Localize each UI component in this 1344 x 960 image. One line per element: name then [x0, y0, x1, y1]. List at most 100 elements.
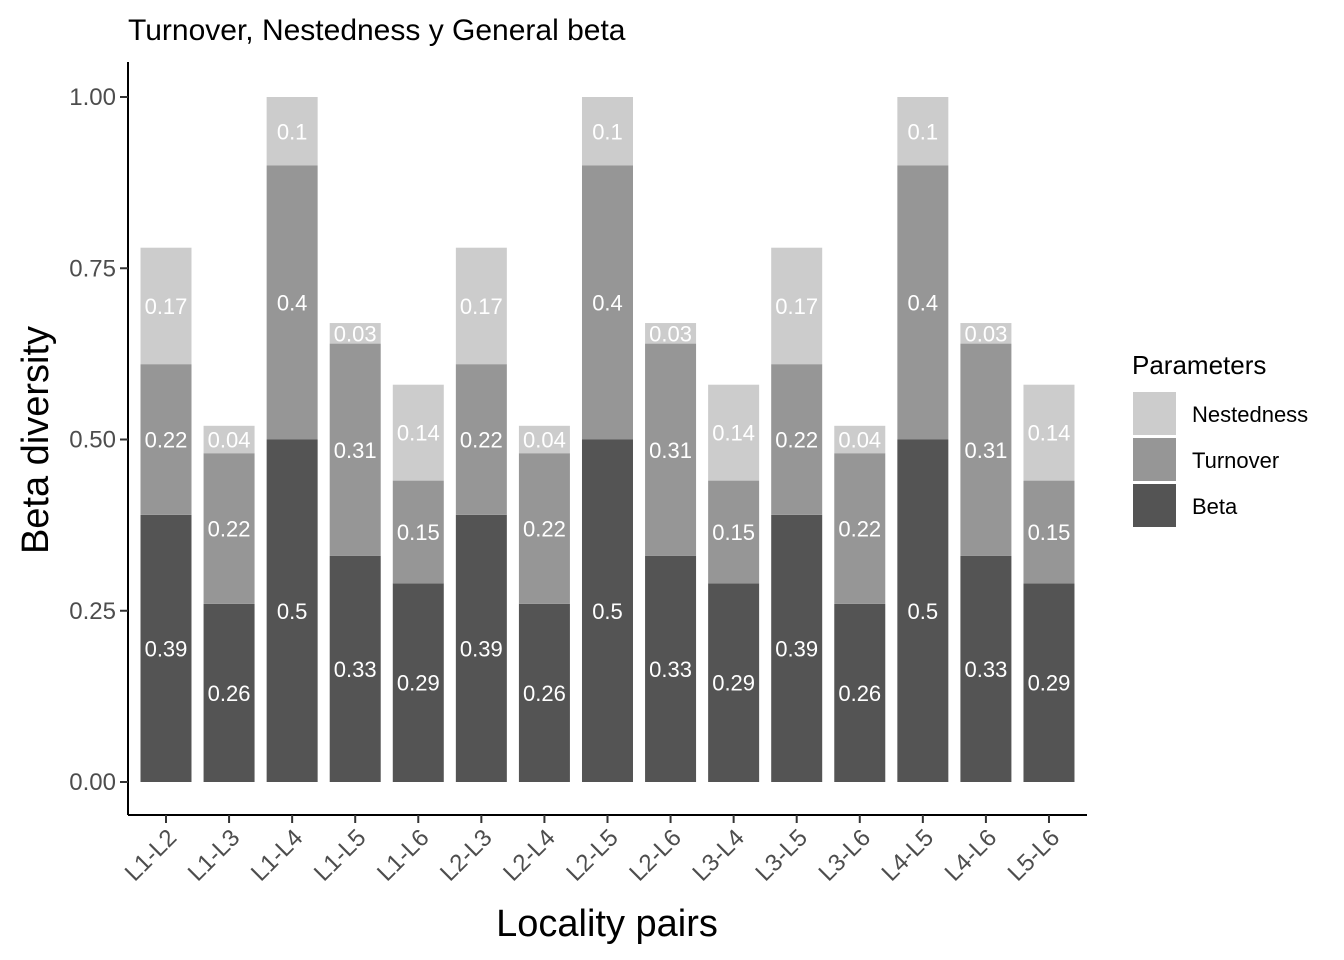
data-label-nestedness-l3-l5: 0.17	[775, 294, 818, 319]
bar-nestedness-l1-l5	[329, 323, 381, 344]
data-label-turnover-l1-l3: 0.22	[208, 517, 251, 542]
legend-label-nestedness: Nestedness	[1192, 402, 1308, 427]
legend-label-turnover: Turnover	[1192, 448, 1279, 473]
bar-nestedness-l3-l4	[708, 384, 760, 481]
bar-beta-l2-l5	[581, 439, 633, 782]
x-tick-label: L3-L6	[814, 824, 877, 887]
bar-turnover-l1-l2	[140, 364, 192, 515]
x-axis: L1-L2 L1-L3 L1-L4 L1-L5 L1-L6 L2-L3 L2-L4 L2-L5…	[120, 815, 1065, 887]
bar-nestedness-l1-l3	[203, 425, 255, 454]
bar-nestedness-l5-l6	[1023, 384, 1075, 481]
bar-beta-l2-l3	[455, 514, 507, 782]
data-label-turnover-l2-l5: 0.4	[592, 291, 623, 316]
y-tick-label: 0.50	[69, 427, 116, 454]
y-tick-label: 1.00	[69, 84, 116, 111]
data-label-beta-l1-l3: 0.26	[208, 681, 251, 706]
bar-turnover-l1-l6	[392, 480, 444, 584]
data-label-turnover-l4-l6: 0.31	[964, 438, 1007, 463]
bar-nestedness-l3-l6	[834, 425, 886, 454]
data-label-turnover-l1-l2: 0.22	[145, 428, 188, 453]
data-label-beta-l2-l3: 0.39	[460, 636, 503, 661]
data-label-beta-l1-l6: 0.29	[397, 671, 440, 696]
data-label-nestedness-l1-l6: 0.14	[397, 421, 440, 446]
bar-beta-l1-l4	[266, 439, 318, 782]
bar-beta-l1-l6	[392, 583, 444, 782]
legend-key-turnover	[1133, 438, 1176, 481]
bar-turnover-l3-l6	[834, 453, 886, 604]
bar-nestedness-l4-l5	[897, 97, 949, 166]
data-label-turnover-l3-l6: 0.22	[838, 517, 881, 542]
data-label-turnover-l3-l4: 0.15	[712, 520, 755, 545]
bars-layer	[140, 97, 1075, 782]
x-tick-label: L2-L6	[624, 824, 687, 887]
data-label-nestedness-l2-l3: 0.17	[460, 294, 503, 319]
legend: Parameters Nestedness Turnover Beta	[1132, 350, 1308, 527]
data-label-turnover-l1-l4: 0.4	[277, 291, 308, 316]
bar-beta-l5-l6	[1023, 583, 1075, 782]
x-tick-label: L2-L5	[561, 824, 624, 887]
x-tick-label: L2-L4	[498, 824, 561, 887]
bar-nestedness-l1-l6	[392, 384, 444, 481]
data-label-turnover-l1-l5: 0.31	[334, 438, 377, 463]
bar-beta-l4-l6	[960, 555, 1012, 782]
bar-nestedness-l2-l4	[518, 425, 570, 454]
data-label-turnover-l4-l5: 0.4	[908, 291, 939, 316]
bar-turnover-l2-l4	[518, 453, 570, 604]
data-label-nestedness-l4-l5: 0.1	[908, 119, 939, 144]
x-tick-label: L1-L5	[309, 824, 372, 887]
legend-key-nestedness	[1133, 392, 1176, 435]
data-label-nestedness-l3-l6: 0.04	[838, 428, 881, 453]
y-axis-title: Beta diversity	[15, 326, 57, 554]
bar-nestedness-l2-l6	[645, 323, 697, 344]
y-tick-label: 0.00	[69, 769, 116, 796]
bar-turnover-l1-l3	[203, 453, 255, 604]
data-label-nestedness-l1-l5: 0.03	[334, 321, 377, 346]
data-label-beta-l3-l5: 0.39	[775, 636, 818, 661]
x-tick-label: L3-L4	[687, 824, 750, 887]
bar-turnover-l2-l5	[581, 165, 633, 440]
x-tick-label: L3-L5	[750, 824, 813, 887]
bar-nestedness-l1-l4	[266, 97, 318, 166]
data-label-beta-l5-l6: 0.29	[1028, 671, 1071, 696]
data-label-turnover-l1-l6: 0.15	[397, 520, 440, 545]
bar-beta-l4-l5	[897, 439, 949, 782]
data-label-beta-l1-l5: 0.33	[334, 657, 377, 682]
x-tick-label: L1-L6	[372, 824, 435, 887]
bar-beta-l3-l4	[708, 583, 760, 782]
x-tick-label: L2-L3	[435, 824, 498, 887]
bar-turnover-l3-l5	[771, 364, 823, 515]
data-label-nestedness-l2-l6: 0.03	[649, 321, 692, 346]
data-label-nestedness-l1-l2: 0.17	[145, 294, 188, 319]
x-tick-label: L4-L5	[877, 824, 940, 887]
data-label-beta-l2-l5: 0.5	[592, 599, 623, 624]
x-tick-label: L1-L2	[120, 824, 183, 887]
bar-nestedness-l4-l6	[960, 323, 1012, 344]
bar-beta-l2-l4	[518, 603, 570, 782]
data-label-turnover-l2-l6: 0.31	[649, 438, 692, 463]
data-label-nestedness-l5-l6: 0.14	[1028, 421, 1071, 446]
data-label-turnover-l2-l3: 0.22	[460, 428, 503, 453]
data-label-beta-l1-l2: 0.39	[145, 636, 188, 661]
data-label-beta-l3-l6: 0.26	[838, 681, 881, 706]
data-label-beta-l4-l6: 0.33	[964, 657, 1007, 682]
bar-turnover-l4-l5	[897, 165, 949, 440]
data-label-nestedness-l2-l4: 0.04	[523, 428, 566, 453]
legend-label-beta: Beta	[1192, 494, 1238, 519]
data-label-nestedness-l4-l6: 0.03	[964, 321, 1007, 346]
bar-turnover-l5-l6	[1023, 480, 1075, 584]
bar-beta-l1-l5	[329, 555, 381, 782]
data-label-turnover-l2-l4: 0.22	[523, 517, 566, 542]
data-labels-layer: 0.39 0.22 0.17 0.26 0.22 0.04 0.5 0.4 0.1 0.33 0.3…	[145, 119, 1071, 706]
data-label-turnover-l5-l6: 0.15	[1028, 520, 1071, 545]
y-tick-label: 0.25	[69, 598, 116, 625]
bar-beta-l3-l5	[771, 514, 823, 782]
bar-nestedness-l2-l3	[455, 247, 507, 365]
bar-turnover-l1-l4	[266, 165, 318, 440]
bar-turnover-l3-l4	[708, 480, 760, 584]
x-tick-label: L1-L3	[183, 824, 246, 887]
bar-nestedness-l1-l2	[140, 247, 192, 365]
data-label-beta-l4-l5: 0.5	[908, 599, 939, 624]
data-label-beta-l2-l4: 0.26	[523, 681, 566, 706]
bar-turnover-l1-l5	[329, 343, 381, 556]
